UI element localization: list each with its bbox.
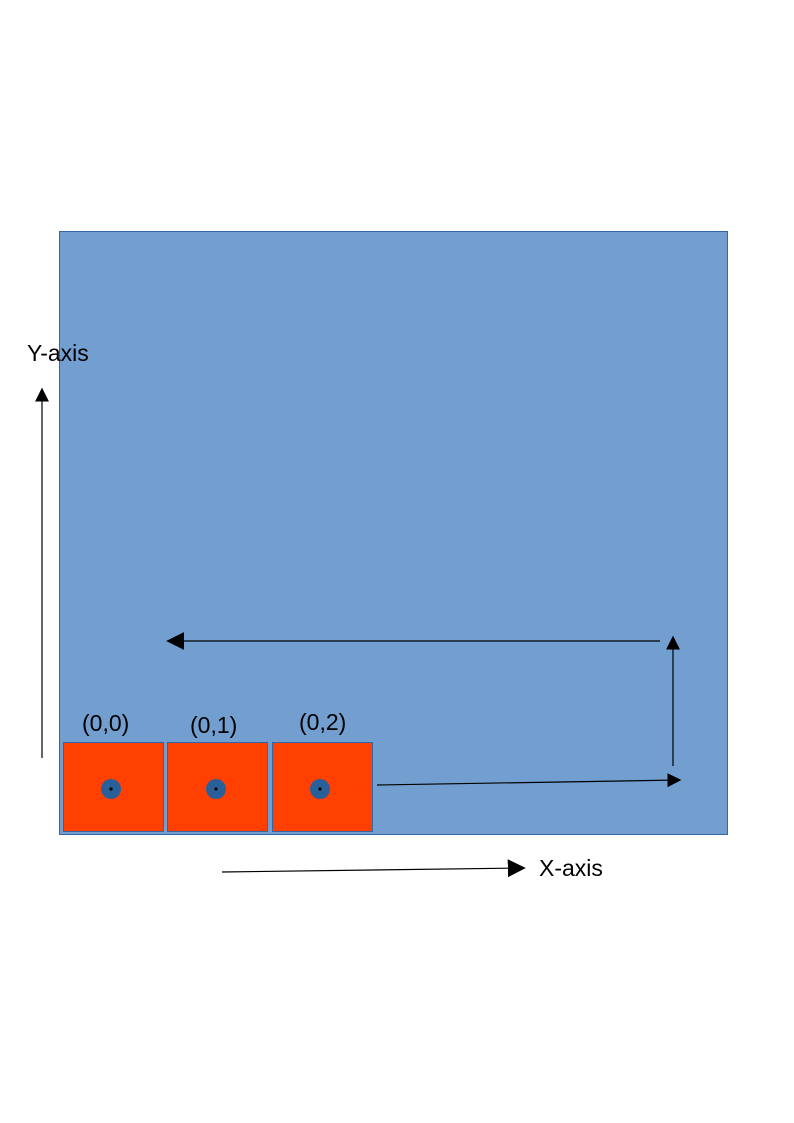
cell-center-point bbox=[214, 787, 218, 791]
work-area bbox=[59, 231, 728, 835]
cell-label: (0,0) bbox=[82, 710, 129, 736]
cell-label: (0,1) bbox=[190, 712, 237, 738]
cell-center-point bbox=[318, 787, 322, 791]
grid-cell: (0,0) bbox=[63, 710, 164, 832]
cell-center-point bbox=[109, 787, 113, 791]
x-axis-label: X-axis bbox=[539, 855, 603, 881]
cell-label: (0,2) bbox=[299, 709, 346, 735]
grid-cell: (0,1) bbox=[167, 712, 268, 832]
y-axis-label: Y-axis bbox=[27, 340, 89, 366]
x-axis-arrow bbox=[221, 859, 526, 878]
path-arrow-right bbox=[376, 773, 682, 788]
grid-cell: (0,2) bbox=[272, 709, 373, 832]
